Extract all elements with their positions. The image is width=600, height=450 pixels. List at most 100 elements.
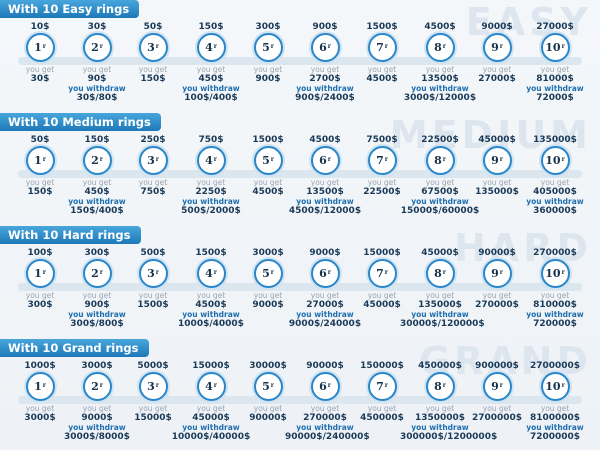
- ring-column: 50$ 1 r you get 150$: [0, 135, 80, 197]
- ring-badge: 10 r: [540, 146, 570, 175]
- ring-suffix: r: [561, 382, 565, 389]
- ring-price: 3000$: [252, 248, 284, 258]
- ring-suffix: r: [384, 156, 388, 163]
- you-get-value: 45000$: [192, 413, 230, 423]
- ring-price: 750$: [198, 135, 224, 145]
- you-get-value: 8100000$: [529, 413, 581, 423]
- ring-suffix: r: [42, 269, 46, 276]
- withdraw-label: you withdraw: [411, 423, 469, 432]
- withdraw-value: 30000$/120000$: [400, 319, 485, 329]
- you-get-label: you get: [82, 404, 112, 413]
- ring-number: 4: [205, 154, 213, 167]
- you-get-label: you get: [138, 178, 168, 187]
- you-get-label: you get: [425, 65, 455, 74]
- you-get-label: you get: [25, 291, 55, 300]
- you-get-value: 3000$: [24, 413, 56, 423]
- ring-number: 3: [147, 267, 155, 280]
- withdraw-value: 90000$/240000$: [285, 432, 370, 442]
- ring-number: 6: [319, 380, 327, 393]
- ring-number: 1: [34, 41, 42, 54]
- ring-number: 5: [262, 267, 270, 280]
- ring-column: 135000$ 10 r you get 405000$ you withdraw 3600…: [515, 135, 595, 216]
- you-get-value: 810000$: [533, 300, 577, 310]
- withdraw-value: 15000$/60000$: [400, 206, 480, 216]
- withdraw-value: 30$/80$: [76, 93, 118, 103]
- you-get-label: you get: [367, 291, 397, 300]
- ring-column: 300$ 5 r you get 900$: [228, 22, 308, 84]
- you-get-value: 270000$: [475, 300, 519, 310]
- ring-number: 9: [491, 267, 499, 280]
- withdraw-label: you withdraw: [296, 84, 354, 93]
- you-get-label: you get: [138, 65, 168, 74]
- you-get-value: 270000$: [303, 413, 347, 423]
- you-get-label: you get: [425, 178, 455, 187]
- you-get-value: 900$: [84, 300, 110, 310]
- ring-column: 1500$ 7 r you get 4500$: [342, 22, 422, 84]
- ring-number: 5: [262, 380, 270, 393]
- ring-number: 6: [319, 267, 327, 280]
- withdraw-value: 72000$: [536, 93, 574, 103]
- ring-suffix: r: [327, 43, 331, 50]
- ring-price: 27000$: [536, 22, 574, 32]
- ring-number: 4: [205, 380, 213, 393]
- ring-column: 270000$ 10 r you get 810000$ you withdraw 7200…: [515, 248, 595, 329]
- ring-price: 150$: [198, 22, 224, 32]
- ring-suffix: r: [99, 43, 103, 50]
- ring-price: 300$: [255, 22, 281, 32]
- ring-price: 5000$: [137, 361, 169, 371]
- ring-column: 45000$ 8 r you get 135000$ you withdraw 30000$…: [400, 248, 485, 329]
- ring-price: 30$: [87, 22, 107, 32]
- ring-suffix: r: [213, 269, 217, 276]
- ring-number: 7: [376, 41, 384, 54]
- you-get-label: you get: [310, 178, 340, 187]
- ring-number: 5: [262, 41, 270, 54]
- ring-column: 15000$ 7 r you get 45000$: [342, 248, 422, 310]
- ring-track: [18, 57, 582, 65]
- you-get-label: you get: [367, 65, 397, 74]
- ring-column: 1500$ 5 r you get 4500$: [228, 135, 308, 197]
- ring-number: 3: [147, 380, 155, 393]
- you-get-value: 2250$: [195, 187, 227, 197]
- ring-number: 7: [376, 154, 384, 167]
- ring-number: 4: [205, 267, 213, 280]
- ring-number: 1: [34, 154, 42, 167]
- you-get-value: 2700$: [309, 74, 341, 84]
- you-get-label: you get: [310, 65, 340, 74]
- ring-suffix: r: [270, 382, 274, 389]
- you-get-value: 90$: [87, 74, 107, 84]
- ring-number: 10: [545, 380, 561, 393]
- ring-price: 450000$: [418, 361, 462, 371]
- ring-suffix: r: [99, 156, 103, 163]
- ring-column: 900$ 6 r you get 2700$ you withdraw 900$/2400$: [285, 22, 365, 103]
- ring-price: 30000$: [249, 361, 287, 371]
- ring-number: 1: [34, 380, 42, 393]
- you-get-label: you get: [82, 178, 112, 187]
- ring-row: 10$ 1 r you get 30$ 30$ 2 r you get 90$ you withdr…: [0, 22, 600, 110]
- you-get-label: you get: [196, 65, 226, 74]
- you-get-label: you get: [482, 65, 512, 74]
- ring-price: 50$: [143, 22, 163, 32]
- ring-column: 900000$ 9 r you get 2700000$: [457, 361, 537, 423]
- section-grand: GRAND With 10 Grand rings 1000$ 1 r you get 30…: [0, 339, 600, 449]
- you-get-label: you get: [367, 178, 397, 187]
- ring-column: 150$ 2 r you get 450$ you withdraw 150$/400$: [57, 135, 137, 216]
- ring-number: 7: [376, 267, 384, 280]
- ring-column: 22500$ 8 r you get 67500$ you withdraw 15000$/…: [400, 135, 480, 216]
- ring-suffix: r: [561, 156, 565, 163]
- ring-price: 1500$: [195, 248, 227, 258]
- ring-price: 1500$: [252, 135, 284, 145]
- withdraw-value: 4500$/12000$: [288, 206, 362, 216]
- you-get-label: you get: [196, 291, 226, 300]
- ring-column: 250$ 3 r you get 750$: [113, 135, 193, 197]
- withdraw-label: you withdraw: [68, 197, 126, 206]
